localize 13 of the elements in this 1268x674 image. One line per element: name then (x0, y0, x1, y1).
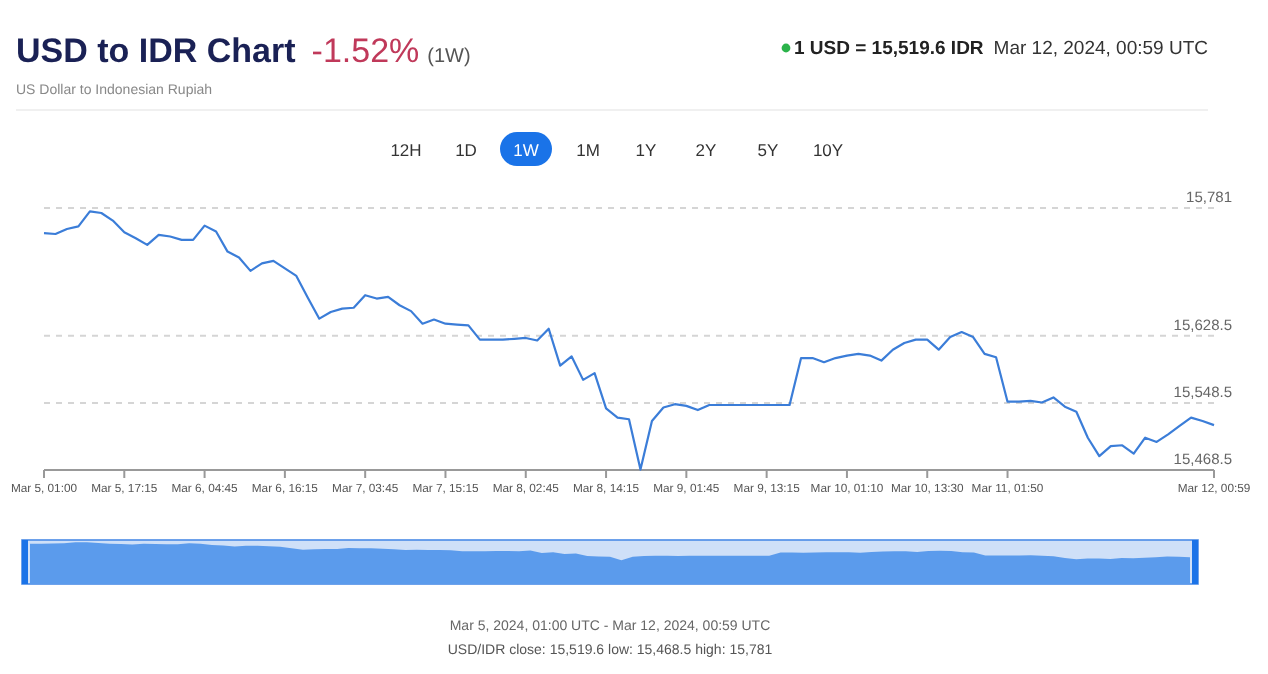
text: -1.52% (311, 32, 420, 70)
text: 10Y (812, 140, 844, 160)
text: Mar 12, 2024, 00:59 UTC (993, 38, 1209, 60)
text: 1 USD = 15,519.6 IDR (794, 38, 984, 60)
text: 1W (513, 140, 539, 160)
text: 5Y (757, 140, 780, 160)
text: 2Y (695, 140, 718, 160)
text: 1Y (635, 140, 658, 160)
text: 1D (455, 140, 477, 160)
text: 12H (390, 140, 422, 160)
text: 1M (576, 140, 600, 160)
chart-title: USD to IDR Chart (16, 32, 296, 70)
text: (1W) (427, 46, 471, 68)
